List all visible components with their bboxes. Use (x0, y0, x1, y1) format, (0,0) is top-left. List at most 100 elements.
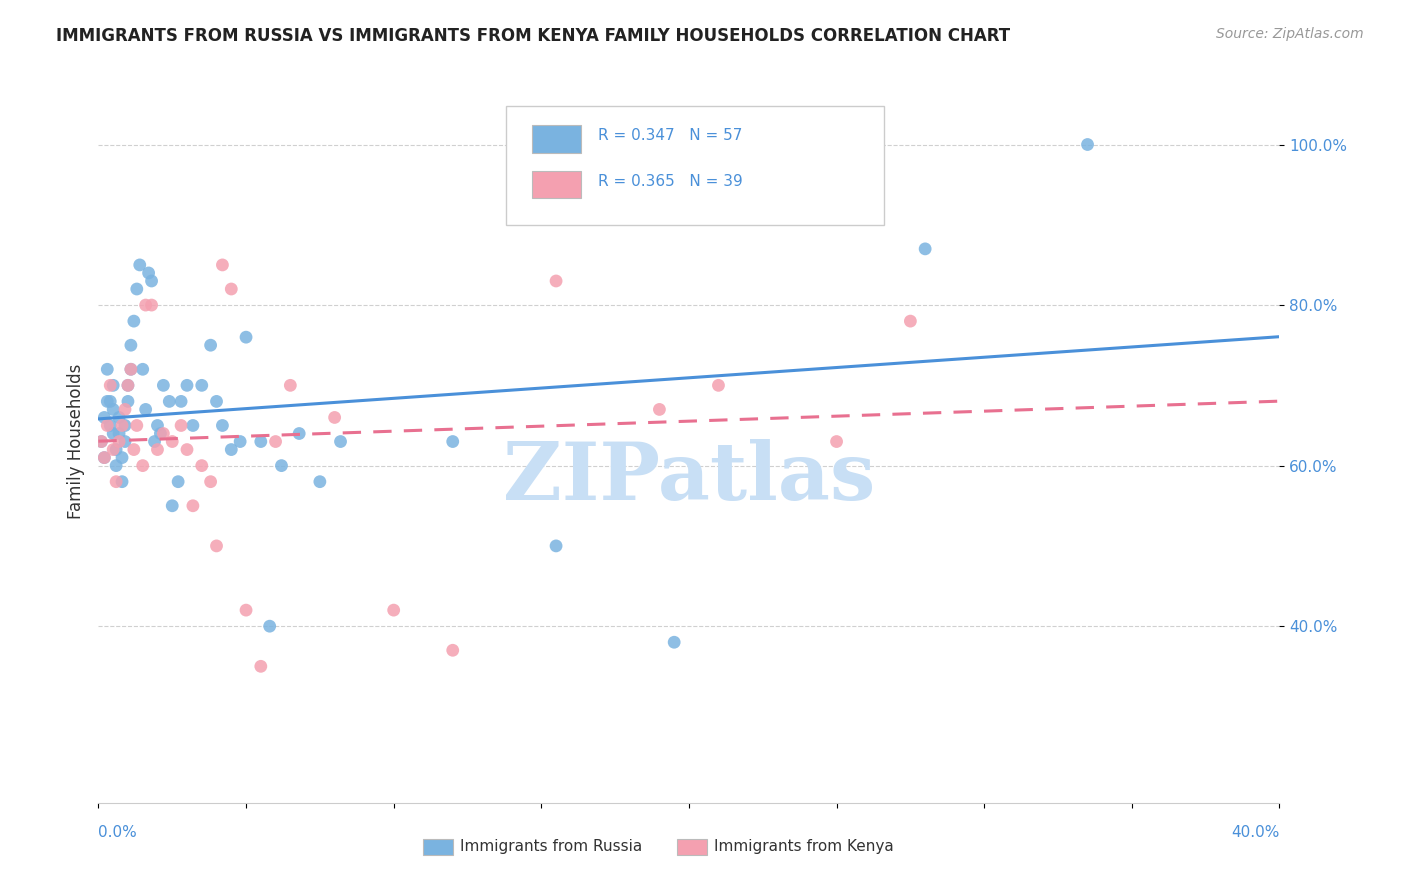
Point (221, 282, 243, 296)
Point (128, 258, 150, 272)
Point (96, 394, 118, 409)
Point (157, 394, 180, 409)
Point (309, 475, 332, 489)
Text: ZIPatlas: ZIPatlas (503, 439, 875, 516)
Point (143, 434, 166, 449)
Point (141, 274, 163, 288)
Point (117, 378, 139, 392)
Point (205, 539, 228, 553)
Point (162, 434, 183, 449)
Point (323, 410, 346, 425)
Point (98, 394, 121, 409)
FancyBboxPatch shape (506, 105, 884, 225)
Point (114, 418, 136, 433)
Point (250, 434, 273, 449)
Point (98, 378, 121, 392)
Point (108, 426, 131, 441)
Point (122, 442, 145, 457)
Point (181, 499, 204, 513)
Point (111, 418, 134, 433)
Point (120, 362, 142, 376)
Point (200, 338, 222, 352)
Point (191, 458, 214, 473)
Point (664, 635, 686, 649)
Text: Immigrants from Kenya: Immigrants from Kenya (714, 838, 893, 854)
Text: IMMIGRANTS FROM RUSSIA VS IMMIGRANTS FROM KENYA FAMILY HOUSEHOLDS CORRELATION CH: IMMIGRANTS FROM RUSSIA VS IMMIGRANTS FRO… (56, 27, 1011, 45)
Point (138, 266, 160, 280)
Text: Immigrants from Russia: Immigrants from Russia (460, 838, 643, 854)
Point (146, 418, 169, 433)
Point (288, 426, 311, 441)
Point (200, 475, 222, 489)
Point (105, 442, 128, 457)
Point (111, 475, 134, 489)
Point (441, 434, 464, 449)
Point (825, 434, 848, 449)
Point (167, 475, 190, 489)
Point (120, 362, 142, 376)
Point (170, 394, 193, 409)
Point (117, 394, 139, 409)
Point (221, 442, 243, 457)
Point (103, 402, 125, 417)
FancyBboxPatch shape (531, 125, 582, 153)
Point (146, 442, 169, 457)
Point (250, 659, 273, 673)
Point (235, 330, 257, 344)
Point (132, 362, 155, 376)
Y-axis label: Family Households: Family Households (66, 364, 84, 519)
Point (1077, 137, 1099, 152)
Point (191, 378, 214, 392)
Point (135, 402, 157, 417)
Point (93, 450, 115, 465)
Text: R = 0.365   N = 39: R = 0.365 N = 39 (598, 174, 742, 189)
Point (270, 458, 292, 473)
Point (105, 458, 128, 473)
FancyBboxPatch shape (531, 170, 582, 198)
Point (93, 410, 115, 425)
Point (111, 450, 134, 465)
Point (120, 338, 142, 352)
Point (211, 258, 233, 272)
Point (114, 434, 136, 449)
Point (103, 442, 125, 457)
Text: Source: ZipAtlas.com: Source: ZipAtlas.com (1216, 27, 1364, 41)
Point (162, 499, 183, 513)
Point (98, 418, 121, 433)
Point (211, 418, 233, 433)
Text: 40.0%: 40.0% (1232, 825, 1279, 840)
Point (152, 378, 174, 392)
Point (117, 378, 139, 392)
Point (93, 450, 115, 465)
FancyBboxPatch shape (423, 838, 453, 855)
Point (181, 418, 204, 433)
Point (105, 475, 128, 489)
Point (205, 394, 228, 409)
Point (90, 434, 112, 449)
Point (108, 434, 131, 449)
Point (546, 539, 568, 553)
Point (382, 603, 405, 617)
Point (176, 378, 198, 392)
Point (648, 402, 671, 417)
Point (546, 274, 568, 288)
Point (125, 282, 148, 296)
Point (108, 410, 131, 425)
Text: R = 0.347   N = 57: R = 0.347 N = 57 (598, 128, 742, 144)
Point (280, 378, 302, 392)
Point (259, 619, 281, 633)
Point (96, 362, 118, 376)
Point (707, 378, 730, 392)
Point (329, 434, 352, 449)
Point (132, 458, 155, 473)
Point (235, 603, 257, 617)
Point (90, 434, 112, 449)
Point (176, 442, 198, 457)
Point (149, 426, 172, 441)
Point (441, 643, 464, 657)
Point (141, 298, 163, 312)
FancyBboxPatch shape (678, 838, 707, 855)
Point (103, 378, 125, 392)
Text: 0.0%: 0.0% (98, 825, 138, 840)
Point (914, 242, 936, 256)
